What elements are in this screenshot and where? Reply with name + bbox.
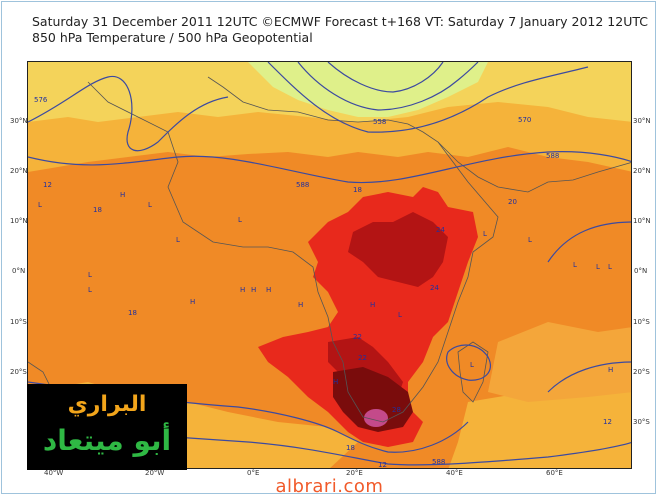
lat-label-left-10n: 10°N (10, 217, 28, 225)
geopot-label: 588 (546, 152, 559, 160)
lat-label-left-30n: 30°N (10, 117, 28, 125)
temp-label: 12 (603, 418, 612, 426)
low-marker: L (148, 201, 152, 209)
temp-label: 28 (392, 406, 401, 414)
contour-588-north (28, 151, 631, 184)
contour-label-group: 12 18 18 20 24 24 22 22 28 18 12 12 18 5… (34, 96, 612, 469)
lat-label-right-30n: 30°N (633, 117, 651, 125)
hot-core-east-africa (348, 212, 448, 287)
lat-label-left-20s: 20°S (10, 368, 27, 376)
geopot-label: 588 (432, 458, 445, 466)
temp-label: 18 (346, 444, 355, 452)
low-marker: L (608, 263, 612, 271)
forecast-subtitle: 850 hPa Temperature / 500 hPa Geopotenti… (32, 30, 313, 45)
temp-label: 24 (436, 226, 445, 234)
geopot-label: 588 (296, 181, 309, 189)
temp-label: 18 (128, 309, 137, 317)
high-marker: H (266, 286, 271, 294)
contour-576-west (28, 75, 229, 152)
africa-coastline (87, 76, 499, 423)
forecast-title: Saturday 31 December 2011 12UTC ©ECMWF F… (32, 14, 648, 29)
contour-564 (297, 62, 479, 111)
low-marker: L (88, 286, 92, 294)
pressure-marker-group: L L L L L L L L L L L L L H H H H H H H … (38, 191, 613, 386)
lon-label-bottom-60e: 60°E (546, 469, 563, 477)
temp-label: 18 (353, 186, 362, 194)
high-marker: H (370, 301, 375, 309)
lat-label-right-0n: 0°N (634, 267, 648, 275)
lat-label-left-0n: 0°N (12, 267, 26, 275)
logo-nickname-line: أبو ميتعاد (42, 424, 172, 457)
geopotential-contours (28, 62, 631, 466)
temp-label: 22 (353, 333, 362, 341)
albrari-logo: البراري أبو ميتعاد (27, 384, 187, 470)
lat-label-right-20n: 20°N (633, 167, 651, 175)
lat-label-left-10s: 10°S (10, 318, 27, 326)
lon-label-bottom-20e: 20°E (346, 469, 363, 477)
geopot-label: 570 (518, 116, 531, 124)
temp-label: 12 (378, 461, 387, 469)
lat-label-right-10n: 10°N (633, 217, 651, 225)
contour-madagascar-low (446, 344, 491, 381)
low-marker: L (398, 311, 402, 319)
high-marker: H (120, 191, 125, 199)
geopot-label: 576 (34, 96, 48, 104)
light-orange-field-southeast (448, 382, 631, 468)
lon-label-bottom-0e: 0°E (247, 469, 260, 477)
hot-core-south-2 (333, 367, 413, 432)
high-marker: H (298, 301, 303, 309)
low-marker: L (238, 216, 242, 224)
high-marker: H (190, 298, 195, 306)
low-marker: L (596, 263, 600, 271)
lon-label-bottom-40e: 40°E (446, 469, 463, 477)
low-marker: L (528, 236, 532, 244)
lat-label-right-20s: 20°S (633, 368, 650, 376)
contour-558 (327, 62, 444, 93)
high-marker: H (608, 366, 613, 374)
madagascar-coastline (457, 341, 489, 403)
arabia-coastline (437, 141, 631, 193)
temp-label: 12 (43, 181, 52, 189)
hot-peak-south (364, 409, 388, 427)
orange-field-east (488, 322, 631, 402)
low-marker: L (88, 271, 92, 279)
lon-label-bottom-20w: 20°W (145, 469, 165, 477)
high-marker: H (251, 286, 256, 294)
lat-label-left-20n: 20°N (10, 167, 28, 175)
high-marker: H (240, 286, 245, 294)
lat-label-right-10s: 10°S (633, 318, 650, 326)
temp-label: 22 (358, 354, 367, 362)
cool-green-field (248, 62, 488, 117)
low-marker: L (38, 201, 42, 209)
temp-label: 24 (430, 284, 439, 292)
low-marker: L (483, 230, 487, 238)
site-watermark[interactable]: albrari.com (275, 476, 384, 497)
lon-label-bottom-40w: 40°W (44, 469, 64, 477)
contour-588-southeast (547, 361, 631, 393)
lat-label-right-30s: 30°S (633, 418, 650, 426)
temp-label: 20 (508, 198, 517, 206)
contour-582-east (547, 221, 631, 263)
low-marker: L (470, 361, 474, 369)
logo-name-line: البراري (67, 392, 147, 417)
low-marker: L (573, 261, 577, 269)
geopot-label: 558 (373, 118, 386, 126)
temp-label: 18 (93, 206, 102, 214)
low-marker: L (176, 236, 180, 244)
high-marker: H (333, 378, 338, 386)
contour-570 (267, 62, 589, 133)
